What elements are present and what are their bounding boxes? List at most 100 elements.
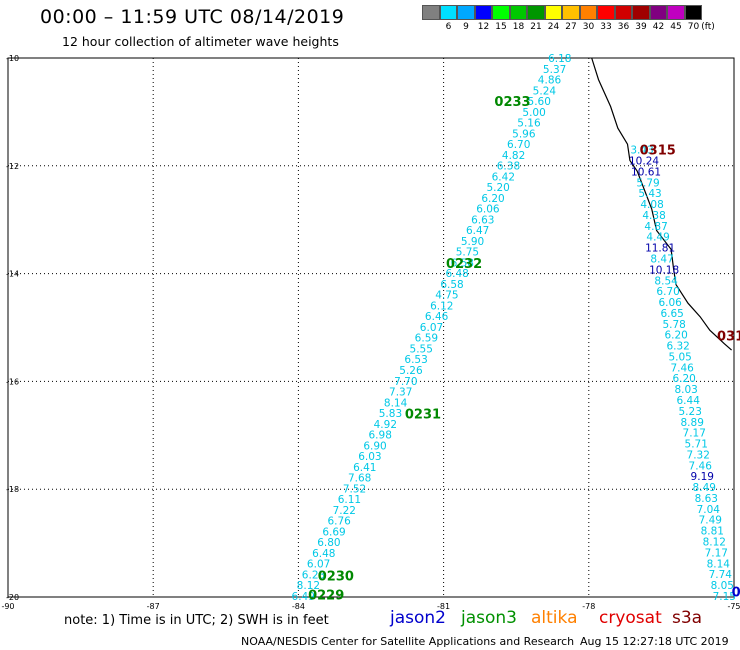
pass-time-label: 0229 xyxy=(308,588,344,603)
wave-height-value: 4.75 xyxy=(435,290,458,302)
legend-swatch xyxy=(509,5,527,20)
legend-tick-label: 33 xyxy=(600,22,612,32)
wave-height-value: 5.37 xyxy=(543,64,566,76)
wave-height-value: 8.49 xyxy=(693,482,716,494)
wave-height-value: 6.47 xyxy=(466,225,489,237)
wave-height-value: 7.52 xyxy=(343,483,366,495)
footer-timestamp: Aug 15 12:27:18 UTC 2019 xyxy=(580,635,729,648)
wave-height-value: 6.70 xyxy=(507,139,530,151)
coastline xyxy=(591,57,732,351)
legend-tick-label: 15 xyxy=(495,22,507,32)
satellite-label: cryosat xyxy=(599,608,662,628)
legend-tick-label: 24 xyxy=(547,22,560,32)
wave-height-value: 6.41 xyxy=(353,462,376,474)
satellite-label: altika xyxy=(531,608,578,628)
pass-time-label: 0 xyxy=(732,586,740,601)
wave-height-value: 7.49 xyxy=(699,515,722,527)
satellite-label: s3a xyxy=(672,608,703,628)
wave-height-value: 5.20 xyxy=(486,182,509,194)
latitude-label: -16 xyxy=(6,377,19,386)
wave-height-value: 6.70 xyxy=(656,286,679,298)
wave-height-value: 5.60 xyxy=(528,96,551,108)
wave-height-value: 5.43 xyxy=(638,188,661,200)
color-legend-bar xyxy=(422,5,702,20)
wave-height-value: 4.92 xyxy=(374,419,397,431)
legend-tick-label: 70 xyxy=(687,22,700,32)
wave-height-value: 7.15 xyxy=(713,591,736,603)
legend-tick-label: 39 xyxy=(635,22,647,32)
wave-height-value: 5.83 xyxy=(379,408,402,420)
wave-height-value: 6.90 xyxy=(363,440,386,452)
wave-height-value: 5.71 xyxy=(685,439,708,451)
wave-height-value: 7.70 xyxy=(394,376,417,388)
satellite-label: jason2 xyxy=(390,608,446,628)
wave-height-value: 9.19 xyxy=(691,471,714,483)
wave-height-value: 11.81 xyxy=(645,243,675,255)
latitude-label: -20 xyxy=(6,593,19,602)
legend-swatch xyxy=(492,5,510,20)
wave-height-value: 6.69 xyxy=(322,526,345,538)
legend-tick-label: 9 xyxy=(463,22,469,32)
wave-height-value: 6.23 xyxy=(302,569,325,581)
wave-height-value: 6.20 xyxy=(481,193,504,205)
legend-swatch xyxy=(597,5,615,20)
latitude-label: -10 xyxy=(6,54,19,63)
wave-height-value: 10.24 xyxy=(629,156,659,168)
legend-swatch xyxy=(614,5,632,20)
wave-height-value: 4.87 xyxy=(644,221,667,233)
wave-height-value: 6.48 xyxy=(445,268,468,280)
longitude-label: -84 xyxy=(292,602,305,611)
wave-height-value: 6.20 xyxy=(672,373,695,385)
wave-height-value: 5.23 xyxy=(679,406,702,418)
legend-swatch xyxy=(527,5,545,20)
longitude-label: -90 xyxy=(1,602,14,611)
wave-height-value: 8.54 xyxy=(654,275,678,287)
wave-height-value: 5.16 xyxy=(517,118,541,130)
legend-swatch xyxy=(422,5,440,20)
footer-credit: NOAA/NESDIS Center for Satellite Applica… xyxy=(241,635,575,648)
wave-height-value: 6.03 xyxy=(358,451,381,463)
latitude-label: -14 xyxy=(6,270,19,279)
wave-height-value: 6.12 xyxy=(430,300,453,312)
wave-height-value: 6.32 xyxy=(666,341,689,353)
legend-swatch xyxy=(632,5,650,20)
wave-height-value: 7.46 xyxy=(670,362,694,374)
pass-time-label: 0315 xyxy=(640,144,676,159)
wave-height-value: 8.81 xyxy=(701,526,724,538)
legend-swatch xyxy=(667,5,685,20)
wave-height-value: 8.05 xyxy=(711,580,734,592)
map-title: 00:00 – 11:59 UTC 08/14/2019 xyxy=(40,6,345,28)
wave-height-value: 6.58 xyxy=(440,279,463,291)
wave-height-value: 5.79 xyxy=(636,177,659,189)
wave-height-value: 6.11 xyxy=(338,494,361,506)
wave-height-value: 5.96 xyxy=(512,128,536,140)
wave-height-value: 3.43 xyxy=(630,145,653,157)
pass-time-label: 0232 xyxy=(446,257,482,272)
legend-tick-label: 6 xyxy=(445,22,452,32)
wave-height-value: 7.37 xyxy=(389,387,412,399)
wave-height-value: 7.17 xyxy=(705,547,728,559)
wave-height-value: 6.06 xyxy=(658,297,682,309)
wave-height-value: 7.17 xyxy=(683,428,706,440)
legend-swatch xyxy=(562,5,580,20)
satellite-label: jason3 xyxy=(461,608,517,628)
wave-height-value: 8.89 xyxy=(681,417,704,429)
wave-height-value: 4.08 xyxy=(640,199,663,211)
legend-tick-label: 42 xyxy=(652,22,665,32)
legend-tick-label: 12 xyxy=(477,22,490,32)
longitude-label: -81 xyxy=(437,602,450,611)
legend-tick-label: 18 xyxy=(512,22,525,32)
longitude-label: -78 xyxy=(582,602,595,611)
wave-height-value: 8.47 xyxy=(650,253,673,265)
legend-swatch xyxy=(544,5,562,20)
pass-time-label: 0233 xyxy=(494,95,530,110)
latitude-label: -12 xyxy=(6,162,19,171)
wave-height-value: 7.04 xyxy=(697,504,721,516)
wave-height-value: 4.38 xyxy=(642,210,665,222)
wave-height-value: 6.48 xyxy=(312,548,335,560)
pass-time-label: 0231 xyxy=(405,408,441,423)
wave-height-value: 5.24 xyxy=(533,85,557,97)
wave-height-value: 8.63 xyxy=(695,493,718,505)
wave-height-value: 7.46 xyxy=(689,460,713,472)
